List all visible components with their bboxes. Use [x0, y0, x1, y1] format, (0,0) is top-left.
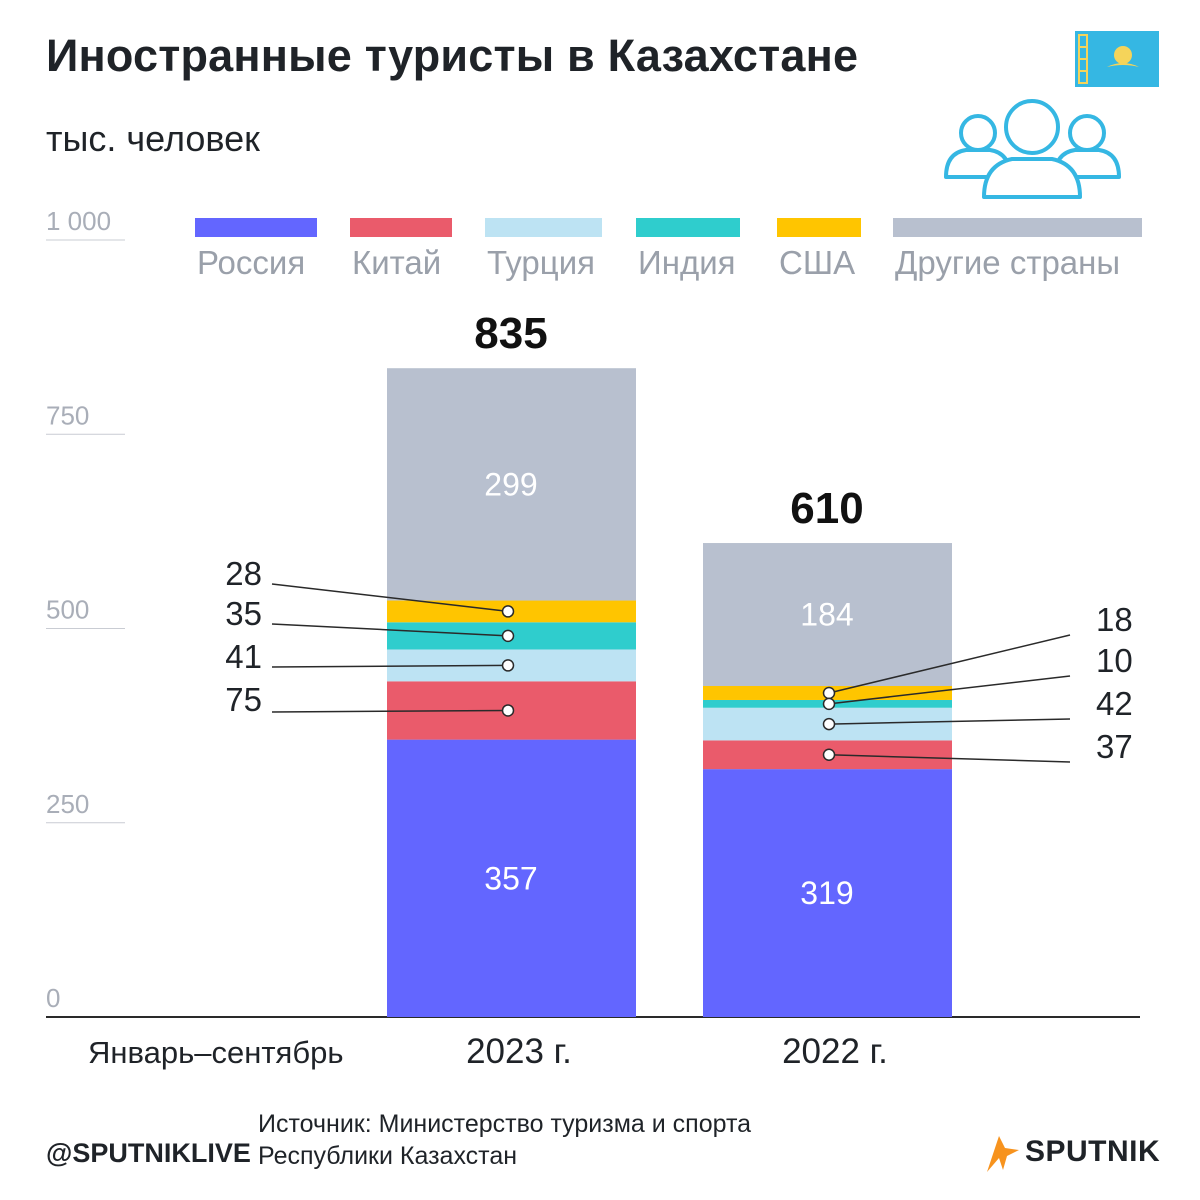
- callout-label: 41: [225, 638, 262, 675]
- callout-marker: [501, 605, 515, 618]
- kazakhstan-flag-icon: [1075, 31, 1159, 87]
- legend-label: США: [779, 244, 855, 281]
- legend-label: Россия: [197, 244, 305, 281]
- people-group-icon: [944, 99, 1121, 199]
- bar-segment: [703, 769, 952, 1017]
- chart-title: Иностранные туристы в Казахстане: [46, 30, 859, 81]
- legend-swatch: [893, 218, 1142, 237]
- bar-total-label: 835: [474, 309, 547, 358]
- callout-label: 18: [1096, 601, 1133, 638]
- source-line-1: Источник: Министерство туризма и спорта: [258, 1110, 752, 1138]
- legend-label: Турция: [487, 244, 595, 281]
- legend-label: Другие страны: [895, 244, 1120, 281]
- x-tick-label: 2023 г.: [466, 1032, 572, 1071]
- callout-label: 35: [225, 595, 262, 632]
- social-handle: @SPUTNIKLIVE: [46, 1138, 251, 1168]
- stacked-bar-chart: 0 250 500 750 1 000 835 2023 г. 610 2022 г. Янва…: [46, 206, 1142, 1071]
- legend-swatch: [636, 218, 740, 237]
- callout-marker: [501, 659, 515, 672]
- brand-name: SPUTNIK: [1025, 1135, 1161, 1168]
- bar-value-label: 357: [484, 860, 537, 896]
- callout-leader: [828, 634, 1071, 694]
- callout-leader: [828, 675, 1071, 705]
- legend-swatch: [485, 218, 602, 237]
- y-tick-label: 500: [46, 595, 89, 625]
- legend-swatch: [350, 218, 452, 237]
- callout-marker: [822, 697, 836, 711]
- bar-total-label: 610: [790, 484, 863, 533]
- bar-segment: [703, 543, 952, 686]
- callout-leader: [271, 583, 509, 613]
- x-axis-label: Январь–сентябрь: [88, 1035, 344, 1070]
- callout-leader: [271, 664, 509, 668]
- callout-marker: [822, 748, 836, 762]
- y-tick-label: 250: [46, 789, 89, 819]
- callout-label: 75: [225, 681, 262, 718]
- callout-marker: [501, 704, 515, 717]
- callout-leader: [271, 709, 509, 713]
- legend-label: Китай: [352, 244, 441, 281]
- bar-value-label: 319: [800, 875, 853, 911]
- callout-leader: [828, 754, 1071, 763]
- legend-swatch: [195, 218, 317, 237]
- brand-logo: SPUTNIK: [985, 1132, 1160, 1172]
- y-tick-label: 0: [46, 983, 60, 1013]
- callout-label: 10: [1096, 642, 1133, 679]
- bar-value-label: 184: [800, 597, 853, 633]
- callout-leader: [828, 718, 1071, 725]
- callout-marker: [501, 629, 515, 643]
- bar-value-label: 299: [484, 466, 537, 502]
- legend-swatch: [777, 218, 861, 237]
- callout-label: 37: [1096, 728, 1133, 765]
- y-tick-label: 1 000: [46, 206, 111, 236]
- legend-label: Индия: [638, 244, 736, 281]
- callout-leader: [271, 623, 509, 637]
- source-line-2: Республики Казахстан: [258, 1142, 518, 1170]
- bar-segment: [387, 739, 636, 1017]
- callout-label: 42: [1096, 685, 1133, 722]
- callout-marker: [822, 717, 836, 731]
- y-tick-label: 750: [46, 400, 89, 430]
- chart-subtitle: тыс. человек: [46, 118, 260, 159]
- source-note: Источник: Министерство туризма и спорта …: [258, 1108, 751, 1172]
- callout-label: 28: [225, 555, 262, 592]
- bar-segment: [387, 368, 636, 601]
- x-tick-label: 2022 г.: [782, 1032, 888, 1071]
- sputnik-logo-icon: [987, 1136, 1019, 1172]
- callout-marker: [822, 686, 836, 700]
